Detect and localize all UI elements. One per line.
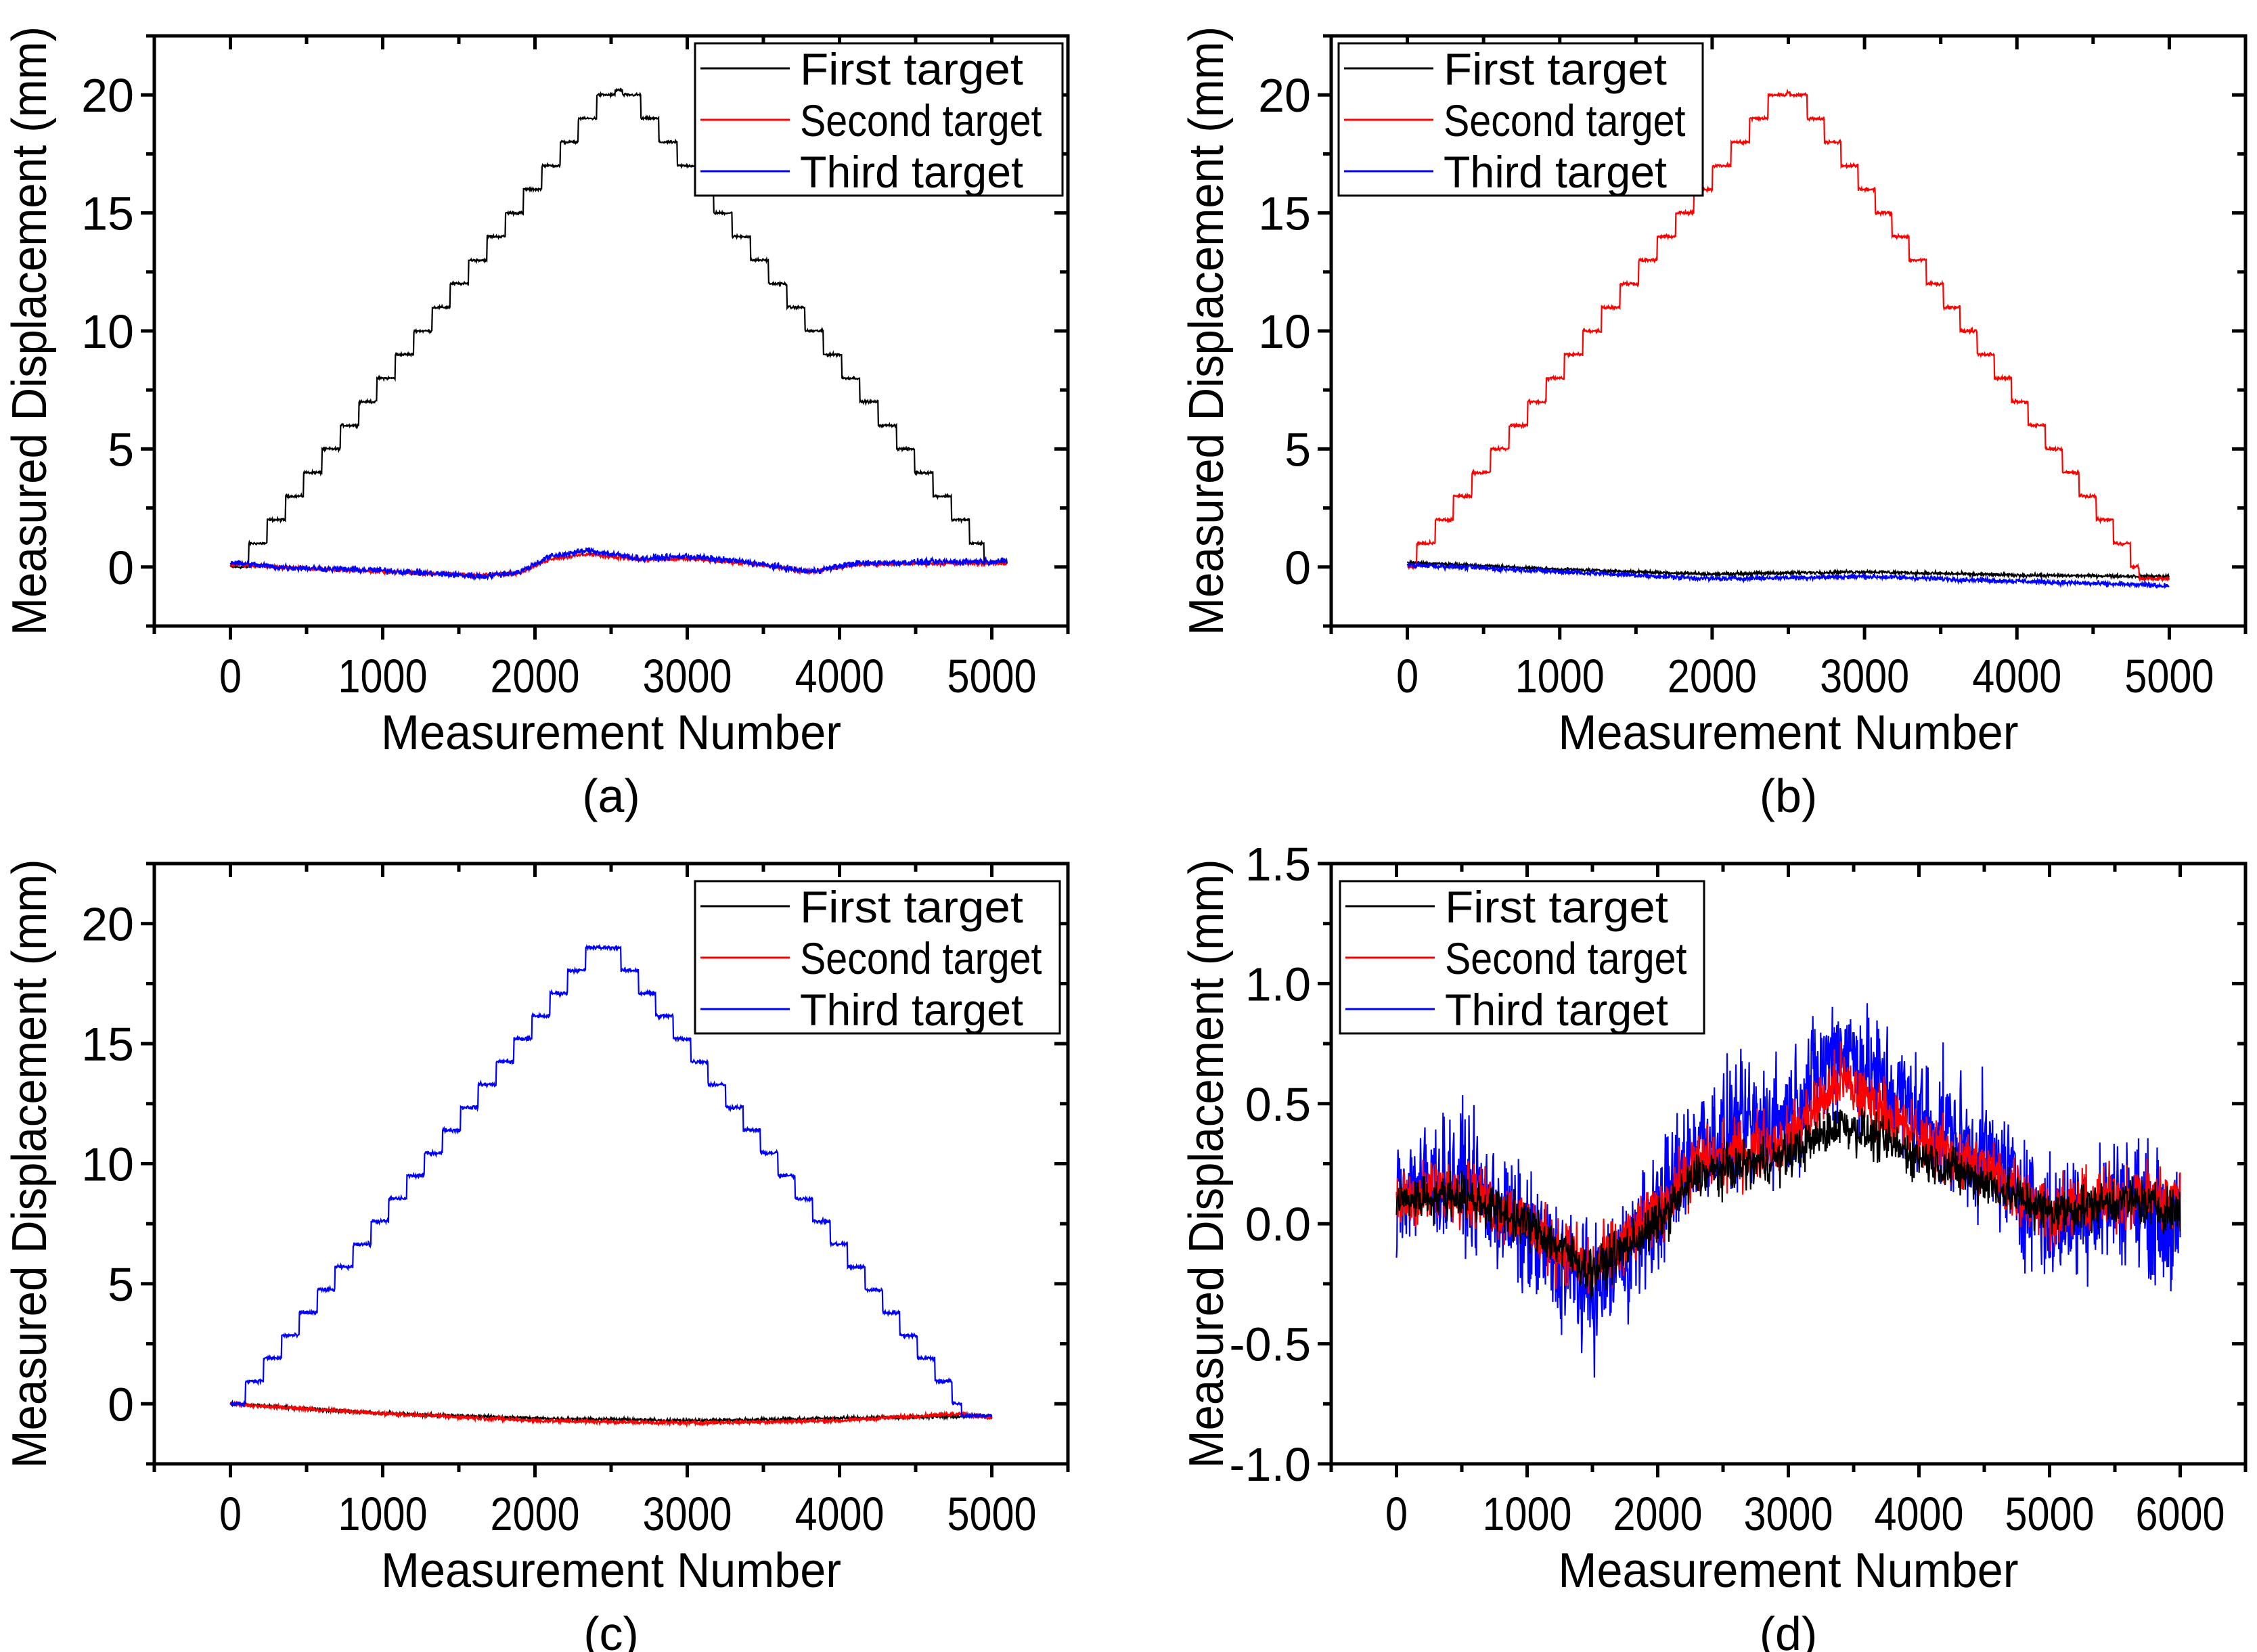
x-tick-label: 2000 (491, 650, 580, 702)
x-tick-label: 4000 (795, 1488, 885, 1540)
x-tick-label: 0 (219, 650, 242, 702)
x-tick-label: 2000 (1668, 650, 1757, 702)
legend-label: Third target (1445, 985, 1668, 1035)
y-tick-label: 0.0 (1245, 1198, 1311, 1251)
y-tick-label: 20 (81, 69, 134, 122)
y-axis-title: Measured Displacement (mm) (3, 860, 57, 1469)
x-tick-label: 1000 (1483, 1488, 1572, 1540)
x-tick-label: 0 (1385, 1488, 1408, 1540)
series-group (1395, 1003, 2181, 1378)
y-tick-label: 20 (1258, 69, 1311, 122)
chart-panel-d: 0 1000 2000 3000 4000 5000 6000 -1.0 -0.5 0.0 0.5 1… (1180, 838, 2248, 1652)
legend-label: Second target (800, 95, 1042, 146)
panel-caption: (d) (1760, 1607, 1818, 1652)
legend-label: Second target (800, 933, 1042, 983)
x-tick-label: 6000 (2136, 1488, 2225, 1540)
x-tick-label: 0 (1396, 650, 1418, 702)
chart-panel-c: 0 1000 2000 3000 4000 5000 0 5 10 15 20 Measurement… (3, 860, 1070, 1652)
y-tick-label: 15 (1258, 187, 1311, 240)
series-group (1406, 88, 2170, 589)
series-line-first-target (1406, 558, 2170, 581)
y-tick-label: 1.5 (1245, 838, 1311, 891)
series-line-second-target (229, 550, 1008, 580)
x-tick-label: 4000 (795, 650, 885, 702)
legend-label: First target (800, 44, 1023, 94)
x-tick-label: 3000 (643, 1488, 732, 1540)
legend-label: Third target (1444, 147, 1667, 197)
x-tick-label: 2000 (1613, 1488, 1703, 1540)
legend-label: Second target (1444, 95, 1686, 146)
y-tick-label: 15 (81, 1018, 134, 1071)
x-tick-label: 0 (219, 1488, 242, 1540)
x-tick-label: 3000 (1744, 1488, 1833, 1540)
y-tick-label: 20 (81, 898, 134, 951)
x-tick-label: 1000 (338, 1488, 428, 1540)
y-tick-label: 5 (108, 423, 134, 476)
y-tick-label: 5 (1284, 423, 1311, 476)
x-tick-label: 4000 (1875, 1488, 1964, 1540)
series-line-second-target (229, 1400, 993, 1428)
y-tick-label: 0 (1284, 541, 1311, 594)
x-axis-title: Measurement Number (381, 1544, 841, 1598)
legend-label: First target (1444, 44, 1667, 94)
x-tick-label: 1000 (338, 650, 428, 702)
y-tick-label: 0 (108, 541, 134, 594)
y-tick-label: -1.0 (1229, 1438, 1311, 1491)
y-tick-label: 10 (81, 305, 134, 358)
series-group (229, 87, 1008, 581)
panel-caption: (c) (583, 1607, 639, 1652)
y-axis-title: Measured Displacement (mm) (3, 26, 57, 635)
series-line-third-target (229, 943, 993, 1420)
chart-panel-b: 0 1000 2000 3000 4000 5000 0 5 10 15 20 Measurement… (1180, 26, 2248, 822)
series-line-second-target (1406, 88, 2170, 583)
series-group (229, 943, 993, 1428)
y-tick-label: 10 (81, 1138, 134, 1191)
legend-label: Third target (800, 985, 1023, 1035)
x-tick-label: 2000 (491, 1488, 580, 1540)
x-tick-label: 4000 (1972, 650, 2061, 702)
y-tick-label: 5 (108, 1258, 134, 1311)
series-line-third-target (1406, 560, 2170, 589)
y-tick-label: 0.5 (1245, 1078, 1311, 1131)
y-tick-label: -0.5 (1229, 1318, 1311, 1371)
chart-panel-a: 0 1000 2000 3000 4000 5000 0 5 10 15 20 Measurement… (3, 26, 1070, 822)
y-tick-label: 10 (1258, 305, 1311, 358)
x-tick-label: 5000 (2005, 1488, 2095, 1540)
legend-label: Third target (800, 147, 1023, 197)
x-tick-label: 5000 (2124, 650, 2214, 702)
y-tick-label: 15 (81, 187, 134, 240)
y-tick-label: 0 (108, 1378, 134, 1431)
y-axis-title: Measured Displacement (mm) (1180, 26, 1234, 635)
x-axis-title: Measurement Number (381, 706, 841, 760)
panel-caption: (b) (1760, 769, 1818, 822)
legend-label: First target (1445, 882, 1668, 932)
x-tick-label: 3000 (643, 650, 732, 702)
series-line-third-target (229, 547, 1008, 581)
y-axis-title: Measured Displacement (mm) (1180, 860, 1234, 1469)
legend-label: Second target (1445, 933, 1687, 983)
x-axis-title: Measurement Number (1559, 706, 2019, 760)
series-line-first-target (1395, 1108, 2181, 1300)
x-tick-label: 1000 (1515, 650, 1605, 702)
legend-label: First target (800, 882, 1023, 932)
x-tick-label: 5000 (947, 650, 1037, 702)
x-tick-label: 3000 (1820, 650, 1909, 702)
x-tick-label: 5000 (947, 1488, 1037, 1540)
series-line-first-target (229, 87, 1008, 570)
y-tick-label: 1.0 (1245, 958, 1311, 1010)
x-axis-title: Measurement Number (1559, 1544, 2019, 1598)
series-line-second-target (1395, 1041, 2181, 1294)
panel-caption: (a) (582, 769, 640, 822)
